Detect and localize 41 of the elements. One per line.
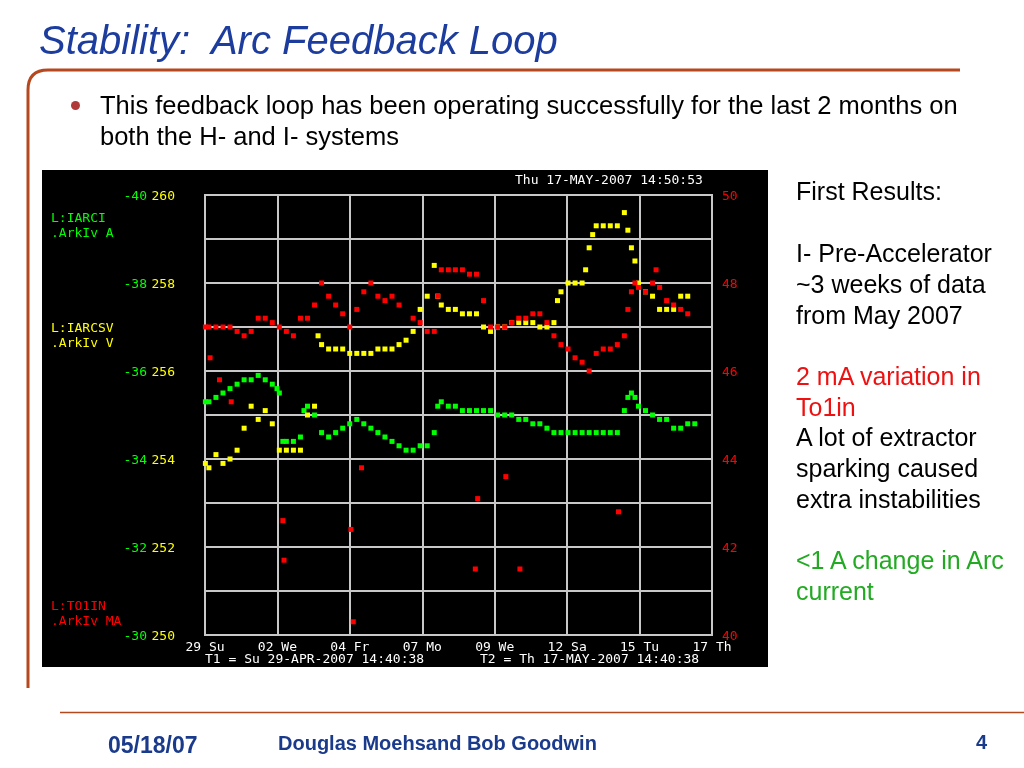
y-tick-label: 252 [151, 539, 175, 555]
x-tick-label: 17 Th [692, 639, 732, 654]
x-tick-label: 07 Mo [402, 639, 442, 654]
text: 05/18/07 [108, 731, 198, 759]
text: T2 = Th 17-MAY-2007 14:40:38 [480, 651, 700, 666]
chart-subtitle: This feedback loop has been operating successfully for the last 2 months on both the H- and I- systems [100, 90, 959, 152]
y3-tick-label: -40 [123, 187, 147, 203]
y3-tick-label: -38 [123, 275, 147, 291]
text: First Results: [796, 176, 943, 207]
text: A lot of extractor sparking caused extra instabilities [796, 422, 982, 515]
text: L:IARCSV .ArkIv V [51, 320, 122, 350]
text: 2 mA variation in To1in [796, 361, 982, 423]
x-tick-label: 02 We [257, 639, 298, 654]
y2-tick-label: 48 [722, 275, 738, 291]
y3-tick-label: -32 [123, 539, 147, 555]
text: I- Pre-Accelerator ~3 weeks of data from May 2007 [796, 238, 993, 331]
text: T1 = Su 29-APR-2007 14:40:38 [205, 651, 425, 666]
y2-tick-label: 44 [722, 451, 738, 467]
y-tick-label: 258 [151, 275, 175, 291]
y3-tick-label: -30 [123, 627, 147, 643]
y-tick-label: 250 [151, 627, 175, 643]
text: Douglas Moehsand Bob Goodwin [278, 731, 597, 756]
x-tick-label: 04 Fr [330, 639, 370, 654]
x-tick-label: 12 Sa [547, 639, 587, 654]
y3-tick-label: -34 [123, 451, 148, 467]
y-tick-label: 260 [151, 187, 175, 203]
y-tick-label: 256 [151, 363, 175, 379]
y2-tick-label: 50 [722, 187, 738, 203]
chart-title: Stability: Arc Feedback Loop [39, 17, 558, 64]
text: L:IARCI .ArkIv A [51, 210, 114, 240]
text: L:TO1IN .ArkIv MA [51, 598, 122, 628]
y2-tick-label: 46 [722, 363, 738, 379]
x-tick-label: 29 Su [185, 639, 225, 654]
y-tick-label: 254 [151, 451, 176, 467]
x-tick-label: 09 We [475, 639, 515, 654]
y2-tick-label: 42 [722, 539, 738, 555]
text: 4 [976, 730, 988, 755]
text: <1 A change in Arc current [796, 545, 1005, 607]
y3-tick-label: -36 [123, 363, 147, 379]
x-tick-label: 15 Tu [620, 639, 660, 654]
text: Thu 17-MAY-2007 14:50:53 [515, 172, 703, 187]
